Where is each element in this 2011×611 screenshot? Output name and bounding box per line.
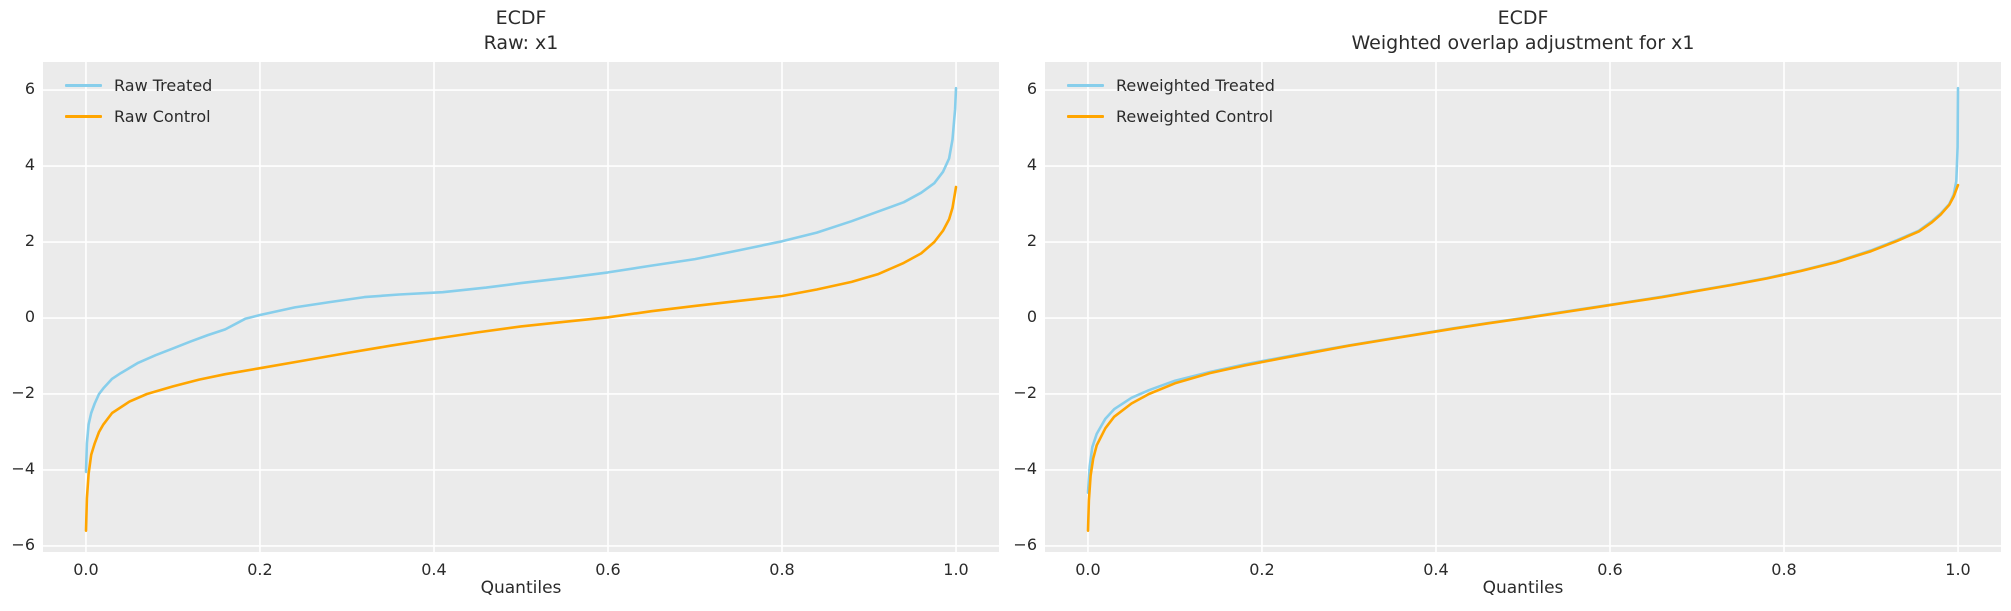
panel-raw-title-line2: Raw: x1 <box>483 32 559 54</box>
y-tick-label: 6 <box>1026 79 1037 99</box>
panel-raw-title-line1: ECDF <box>495 7 547 29</box>
panel-weighted-title-line2: Weighted overlap adjustment for x1 <box>1351 32 1695 54</box>
y-tick-label: 4 <box>1026 155 1037 175</box>
legend-label: Raw Control <box>114 106 211 126</box>
legend-label: Reweighted Treated <box>1116 75 1275 95</box>
legend-line-swatch <box>65 114 102 118</box>
panel-raw-legend: Raw Treated Raw Control <box>65 74 212 127</box>
x-tick-label: 1.0 <box>943 560 969 579</box>
legend-line-swatch <box>65 83 102 87</box>
legend-line-swatch <box>1067 114 1104 118</box>
x-tick-label: 0.2 <box>1249 560 1275 579</box>
y-tick-label: −4 <box>1013 458 1037 478</box>
y-tick-label: −2 <box>11 382 35 402</box>
x-tick-label: 0.8 <box>1771 560 1797 579</box>
panel-raw-axes: Raw Treated Raw Control 0.0 0.2 0.4 0.6 0.8 1.… <box>11 62 999 579</box>
panel-raw: ECDF Raw: x1 Raw Treated Raw Control 0.0 0… <box>11 0 999 611</box>
y-tick-label: 6 <box>24 79 35 99</box>
legend-label: Reweighted Control <box>1116 106 1274 126</box>
panel-weighted-legend: Reweighted Treated Reweighted Control <box>1067 74 1275 127</box>
y-tick-label: 4 <box>24 155 35 175</box>
y-tick-label: 2 <box>24 231 35 251</box>
x-tick-label: 0.0 <box>1075 560 1101 579</box>
x-tick-label: 0.6 <box>595 560 621 579</box>
legend-label: Raw Treated <box>114 75 213 95</box>
y-tick-label: −6 <box>1013 534 1037 554</box>
x-tick-label: 0.8 <box>769 560 795 579</box>
y-tick-label: −4 <box>11 458 35 478</box>
legend-item: Reweighted Control <box>1067 105 1275 127</box>
panel-weighted-axes: Reweighted Treated Reweighted Control 0.0… <box>1013 62 2001 579</box>
series-line-reweighted-control <box>1086 183 1960 533</box>
x-tick-label: 1.0 <box>1945 560 1971 579</box>
series-line-raw-treated <box>84 86 958 474</box>
y-tick-label: −2 <box>1013 382 1037 402</box>
panel-raw-plot <box>43 62 999 552</box>
y-tick-label: 0 <box>1026 307 1037 326</box>
y-tick-label: 0 <box>24 307 35 326</box>
y-tick-label: −6 <box>11 534 35 554</box>
series-line-raw-control <box>84 185 958 533</box>
legend-item: Reweighted Treated <box>1067 74 1275 96</box>
panel-weighted-title: ECDF Weighted overlap adjustment for x1 <box>1045 6 2001 56</box>
legend-line-swatch <box>1067 83 1104 87</box>
series-line-reweighted-treated <box>1086 86 1960 495</box>
panel-weighted: ECDF Weighted overlap adjustment for x1 … <box>1013 0 2001 611</box>
y-tick-label: 2 <box>1026 231 1037 251</box>
x-tick-label: 0.6 <box>1597 560 1623 579</box>
legend-item: Raw Control <box>65 105 212 127</box>
panel-raw-xlabel: Quantiles <box>480 578 562 598</box>
x-tick-label: 0.2 <box>247 560 273 579</box>
x-tick-label: 0.4 <box>1423 560 1449 579</box>
panel-raw-title: ECDF Raw: x1 <box>43 6 999 56</box>
legend-item: Raw Treated <box>65 74 212 96</box>
panel-weighted-xlabel: Quantiles <box>1482 578 1564 598</box>
x-tick-label: 0.0 <box>73 560 99 579</box>
panel-weighted-plot <box>1045 62 2001 552</box>
panel-weighted-title-line1: ECDF <box>1497 7 1549 29</box>
x-tick-label: 0.4 <box>421 560 447 579</box>
